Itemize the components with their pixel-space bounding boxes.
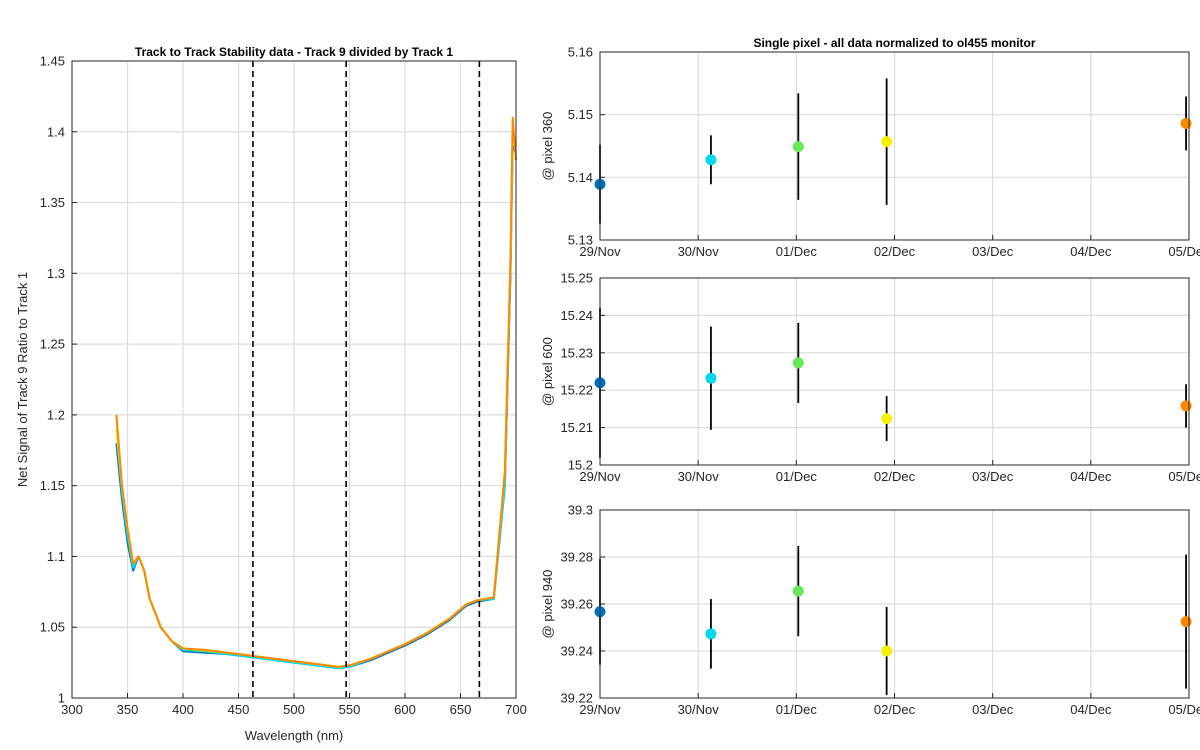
data-point [792,357,804,369]
y-axis-label: @ pixel 360 [540,112,555,181]
x-tick-label: 01/Dec [776,469,818,484]
x-tick-label: 29/Nov [579,469,621,484]
data-point [705,372,717,384]
x-tick-label: 550 [339,702,361,717]
gridlines [72,61,516,698]
y-tick-label: 39.26 [560,597,593,612]
y-tick-label: 1.1 [47,549,65,564]
x-tick-label: 03/Dec [972,702,1014,717]
y-tick-label: 5.16 [568,45,593,60]
x-tick-label: 350 [117,702,139,717]
x-tick-label: 03/Dec [972,469,1014,484]
x-tick-label: 02/Dec [874,702,916,717]
x-tick-label: 01/Dec [776,244,818,259]
y-axis-label: @ pixel 600 [540,337,555,406]
x-tick-label: 04/Dec [1070,244,1112,259]
y-axis-label: Net Signal of Track 9 Ratio to Track 1 [15,272,30,487]
y-tick-label: 1.4 [47,124,65,139]
y-tick-label: 39.28 [560,550,593,565]
x-tick-label: 30/Nov [678,702,720,717]
x-axis-label: Wavelength (nm) [245,728,344,743]
y-tick-label: 1.45 [40,54,65,69]
y-tick-label: 1.05 [40,620,65,635]
y-tick-label: 15.25 [560,271,593,286]
spectrum-series-line [115,130,517,668]
pixel-940-plot: 29/Nov 30/Nov 01/Dec 02/Dec 03/Dec 04/Dec 05/D… [540,503,1200,718]
x-tick-label: 01/Dec [776,702,818,717]
x-tick-label: 300 [61,702,83,717]
spectrum-series-line [115,116,517,668]
y-tick-label: 1.25 [40,337,65,352]
spectrum-plot: 300 350 400 450 500 550 600 650 700 1 1.05 1.1 1.15 1… [15,45,527,743]
y-tick-label: 1 [58,691,65,706]
x-tick-label: 400 [172,702,194,717]
data-point [705,154,717,166]
data-point [1180,616,1192,628]
y-tick-label: 15.22 [560,383,593,398]
chart-title: Track to Track Stability data - Track 9 … [135,45,453,59]
pixel-360-plot: 29/Nov 30/Nov 01/Dec 02/Dec 03/Dec 04/Dec 05/D… [540,36,1200,259]
x-tick-label: 500 [283,702,305,717]
x-tick-label: 700 [505,702,527,717]
data-point [705,628,717,640]
y-tick-label: 1.35 [40,195,65,210]
x-tick-label: 600 [394,702,416,717]
y-tick-label: 15.23 [560,345,593,360]
y-tick-label: 39.22 [560,691,593,706]
data-point [1180,400,1192,412]
y-tick-label: 39.3 [568,503,593,518]
y-axis-label: @ pixel 940 [540,570,555,639]
data-point [881,645,893,657]
gridlines [600,510,1189,698]
x-tick-label: 05/Dec [1168,469,1200,484]
x-tick-label: 04/Dec [1070,469,1112,484]
spectrum-series-line [115,130,517,670]
x-tick-label: 05/Dec [1168,702,1200,717]
y-tick-label: 1.2 [47,407,65,422]
spectrum-series-line [115,130,517,668]
spectrum-series-line [115,144,517,670]
x-tick-label: 02/Dec [874,469,916,484]
x-tick-label: 30/Nov [678,244,720,259]
x-tick-label: 04/Dec [1070,702,1112,717]
data-point [792,141,804,153]
pixel-600-plot: 29/Nov 30/Nov 01/Dec 02/Dec 03/Dec 04/Dec 05/D… [540,271,1200,485]
data-point [792,585,804,597]
x-tick-label: 03/Dec [972,244,1014,259]
x-tick-label: 29/Nov [579,244,621,259]
data-point [881,136,893,148]
y-tick-label: 15.21 [560,420,593,435]
gridlines [600,52,1189,240]
x-tick-label: 450 [228,702,250,717]
chart-title: Single pixel - all data normalized to ol… [753,36,1035,50]
x-tick-label: 650 [450,702,472,717]
x-tick-label: 02/Dec [874,244,916,259]
y-tick-label: 5.14 [568,170,593,185]
y-tick-label: 39.24 [560,644,593,659]
y-tick-label: 15.24 [560,308,593,323]
y-tick-label: 1.3 [47,266,65,281]
y-tick-label: 5.15 [568,107,593,122]
data-point [1180,117,1192,129]
x-tick-label: 30/Nov [678,469,720,484]
y-tick-label: 5.13 [568,233,593,248]
x-tick-label: 29/Nov [579,702,621,717]
data-point [881,413,893,425]
x-tick-label: 05/Dec [1168,244,1200,259]
gridlines [600,278,1189,465]
y-tick-label: 15.2 [568,458,593,473]
y-tick-label: 1.15 [40,478,65,493]
